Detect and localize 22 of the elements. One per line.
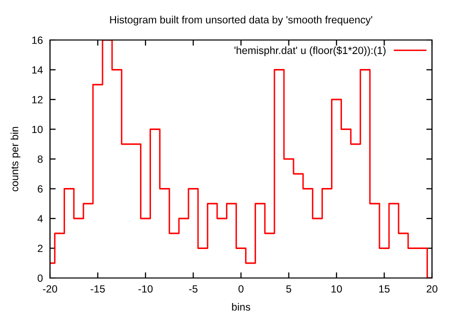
y-tick-label: 6 [38, 185, 43, 193]
x-tick-label: 0 [238, 285, 244, 293]
x-tick-label: -15 [90, 285, 105, 293]
y-axis-title: counts per bin [10, 126, 20, 192]
x-tick-label: 10 [332, 285, 342, 293]
x-tick-label: 15 [379, 285, 390, 293]
x-tick-label: -10 [138, 285, 153, 293]
y-tick-label: 0 [38, 274, 43, 282]
x-axis-title: bins [232, 302, 250, 311]
x-tick-label: 5 [286, 285, 292, 293]
y-tick-label: 10 [32, 126, 43, 134]
y-tick-label: 2 [38, 244, 43, 252]
legend-label: 'hemisphr.dat' u (floor($1*20)):(1) [234, 46, 386, 56]
y-tick-label: 14 [32, 66, 43, 74]
x-tick-label: 20 [426, 285, 438, 293]
chart-title: Histogram built from unsorted data by 'smooth frequency' [110, 16, 372, 26]
y-tick-label: 16 [32, 36, 43, 44]
y-tick-label: 4 [38, 215, 43, 222]
y-tick-label: 12 [32, 96, 43, 104]
x-tick-label: -20 [42, 285, 58, 293]
y-tick-label: 8 [38, 156, 43, 163]
x-tick-label: -5 [189, 285, 198, 293]
